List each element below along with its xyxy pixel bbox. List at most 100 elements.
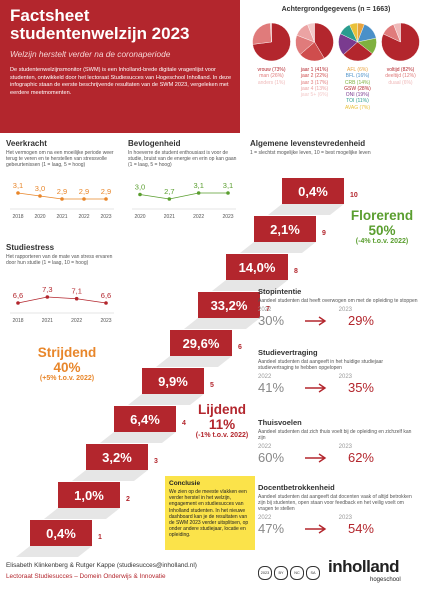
year: 2023 — [338, 444, 352, 450]
group-name: Florerend — [350, 208, 414, 223]
arrow — [305, 382, 327, 393]
indicator-description: Het vermogen om na een moeilijke periode… — [6, 150, 114, 168]
outcome-description: Aandeel studenten dat aangeeft in het hu… — [258, 359, 384, 371]
step-share: 6,4% — [130, 412, 160, 427]
license-badge: NC — [290, 566, 304, 580]
pie-legend: AFL (6%) BFL (16%) CRB (14%) GSW (28%) ONI (… — [336, 67, 379, 111]
indicator-title: Bevlogenheid — [128, 139, 181, 148]
value-label: 2,7 — [164, 187, 174, 196]
value-after: 29% — [347, 313, 374, 328]
step-tread — [16, 546, 92, 557]
pie-legend-item: ONI (19%) — [345, 92, 370, 99]
outcome-values: 47% 54% — [258, 521, 388, 536]
year-label: 2018 — [12, 214, 23, 220]
outcome-years: 2022 2023 — [258, 515, 378, 521]
life-subtitle: 1 = slechtst mogelijke leven, 10 = best … — [250, 150, 371, 156]
year: 2023 — [338, 515, 352, 521]
group-label: Florerend 50% (-4% t.o.v. 2022) — [340, 208, 424, 245]
step-box — [30, 520, 92, 546]
year-label: 2021 — [42, 318, 53, 324]
indicator-point — [60, 197, 64, 201]
pie-legend-item: AFL (6%) — [347, 67, 368, 73]
year: 2023 — [338, 374, 352, 380]
indicator-chart: 6,6 2018 7,3 2021 7,1 2022 6,6 2023 — [10, 285, 114, 324]
group-name: Strijdend — [37, 345, 97, 360]
value-label: 2,9 — [57, 187, 67, 196]
step-share: 33,2% — [211, 298, 248, 313]
pie-legend-item: GSW (28%) — [344, 85, 371, 92]
value-before: 60% — [258, 450, 285, 465]
outcome-values: 41% 35% — [258, 380, 388, 395]
pie-legend-item: jaar 2 (22%) — [300, 73, 329, 80]
year: 2022 — [258, 444, 272, 450]
indicator-line — [17, 296, 107, 304]
indicator-point — [74, 296, 79, 301]
step-tread — [156, 356, 232, 367]
year-label: 2020 — [34, 214, 45, 220]
license-badge: 2023 — [258, 566, 272, 580]
pie-legend-item: deeltijd (12%) — [385, 73, 416, 80]
year: 2022 — [258, 515, 272, 521]
value-label: 6,6 — [101, 291, 111, 300]
arrow — [305, 452, 327, 463]
pie-legend-item: jaar 5+ (6%) — [300, 92, 329, 99]
year: 2022 — [258, 307, 272, 313]
group-change: (+5% t.o.v. 2022) — [39, 375, 95, 382]
outcome: Studievertraging Aandeel studenten dat aa… — [258, 348, 420, 395]
outcome-title: Stopintentie — [258, 287, 302, 296]
pie-slice — [314, 22, 334, 59]
indicator-description: Het rapporteren van de mate van stress e… — [6, 254, 113, 266]
arrow — [305, 315, 327, 326]
group-change: (-4% t.o.v. 2022) — [355, 238, 409, 245]
header-intro: De studentenwelzijnsmonitor (SWM) is een… — [10, 67, 232, 96]
pie-legend-item: duaal (6%) — [388, 79, 413, 86]
value-label: 7,1 — [71, 287, 81, 296]
pie-legend-item: man (26%) — [259, 73, 284, 80]
step-box — [226, 254, 288, 280]
outcome-title: Docentbetrokkenheid — [258, 483, 335, 492]
year-label: 2023 — [100, 214, 111, 220]
value-after: 62% — [347, 450, 374, 465]
step-box — [198, 292, 260, 318]
value-label: 2,9 — [101, 187, 111, 196]
license: 2023 BY NC SA — [258, 566, 320, 580]
pie-legend-item: jaar 3 (17%) — [300, 79, 329, 86]
pie-slice — [307, 22, 315, 43]
outcome-values: 30% 29% — [258, 313, 388, 328]
outcome-description: Aandeel studenten dat zich thuis voelt b… — [258, 429, 412, 441]
step-share: 0,4% — [298, 184, 328, 199]
pie-legend-item: anders (1%) — [257, 79, 286, 86]
outcome-description: Aandeel studenten dat aangeeft dat docen… — [258, 494, 412, 512]
indicator-point — [16, 301, 20, 305]
step-tread — [268, 204, 344, 215]
indicator-line — [139, 192, 228, 200]
footer-authors: Elisabeth Klinkenberg & Rutger Kappe (st… — [6, 562, 197, 569]
value-label: 3,0 — [35, 184, 45, 193]
step-level: 7 — [266, 306, 270, 313]
indicator-point — [38, 194, 42, 198]
pie-legend-item: TOI (11%) — [346, 98, 369, 105]
pie-legend: voltijd (82%) deeltijd (12%) duaal (6%) — [379, 67, 422, 86]
value-after: 35% — [347, 380, 374, 395]
group-share: 50% — [368, 223, 396, 238]
license-badge: SA — [306, 566, 320, 580]
group-label: Strijdend 40% (+5% t.o.v. 2022) — [25, 345, 109, 382]
value-before: 30% — [258, 313, 285, 328]
step-level: 1 — [98, 534, 102, 541]
outcome: Thuisvoelen Aandeel studenten dat zich th… — [258, 418, 420, 465]
year: 2022 — [258, 374, 272, 380]
indicator-title: Veerkracht — [6, 139, 47, 148]
license-badge: BY — [274, 566, 288, 580]
step-share: 9,9% — [158, 374, 188, 389]
pie-charts — [252, 22, 420, 62]
step-share: 29,6% — [183, 336, 220, 351]
step-tread — [72, 470, 148, 481]
step-level: 9 — [322, 230, 326, 237]
value-after: 54% — [347, 521, 374, 536]
conclusion-box: Conclusie We zien op de meeste vlakken e… — [165, 476, 255, 550]
year-label: 2023 — [222, 214, 233, 220]
header-title: Factsheet studentenwelzijn 2023 — [10, 6, 190, 43]
pie-legend-item: jaar 1 (41%) — [300, 67, 329, 73]
